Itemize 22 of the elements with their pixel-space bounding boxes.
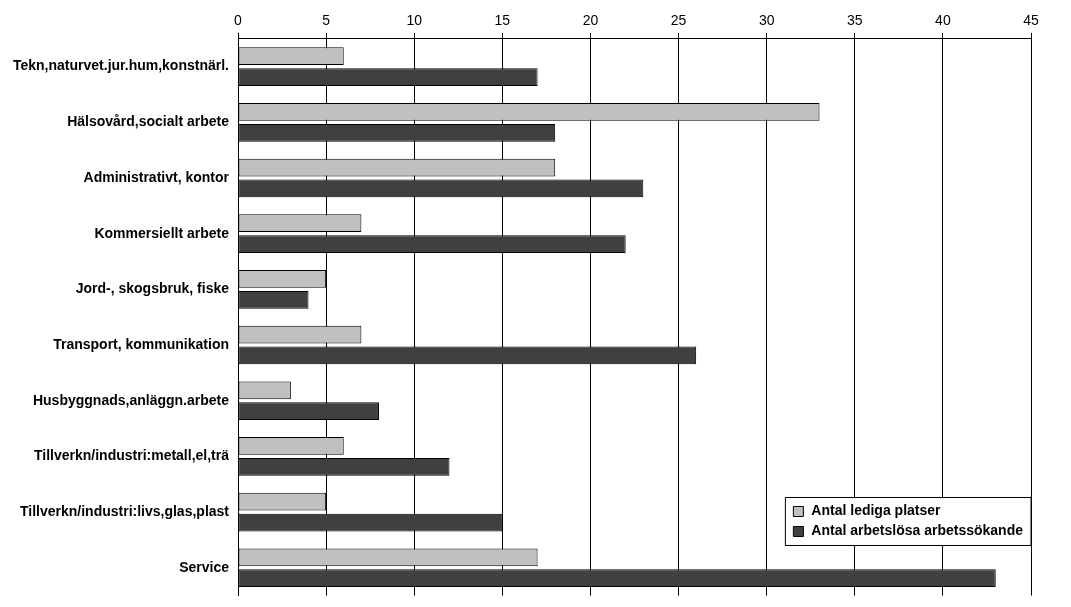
y-tick-label: Transport, kommunikation	[53, 335, 229, 352]
x-tick-label: 5	[322, 12, 331, 29]
x-tick-label: 25	[670, 12, 687, 29]
legend-label: Antal lediga platser	[811, 502, 942, 519]
x-tick-label: 30	[758, 12, 775, 29]
x-tick-label: 15	[494, 12, 511, 29]
y-tick-label: Hälsovård,socialt arbete	[67, 113, 230, 130]
y-tick-label: Service	[179, 558, 230, 575]
x-tick-label: 35	[846, 12, 863, 29]
y-tick-label: Administrativt, kontor	[83, 168, 230, 185]
x-tick-label: 45	[1023, 12, 1039, 29]
x-tick-label: 40	[935, 12, 951, 29]
y-tick-label: Husbyggnads,anläggn.arbete	[32, 391, 230, 408]
y-tick-label: Tekn,naturvet.jur.hum,konstnärl.	[12, 57, 229, 74]
y-tick-label: Tillverkn/industri:livs,glas,plast	[19, 502, 230, 519]
y-tick-label: Kommersiellt arbete	[94, 224, 230, 241]
y-tick-label: Tillverkn/industri:metall,el,trä	[33, 447, 230, 464]
x-tick-label: 20	[582, 12, 599, 29]
legend-label: Antal arbetslösa arbetssökande	[811, 522, 1024, 539]
x-tick-label: 0	[234, 12, 243, 29]
x-tick-label: 10	[406, 12, 423, 29]
y-tick-label: Jord-, skogsbruk, fiske	[75, 280, 230, 297]
